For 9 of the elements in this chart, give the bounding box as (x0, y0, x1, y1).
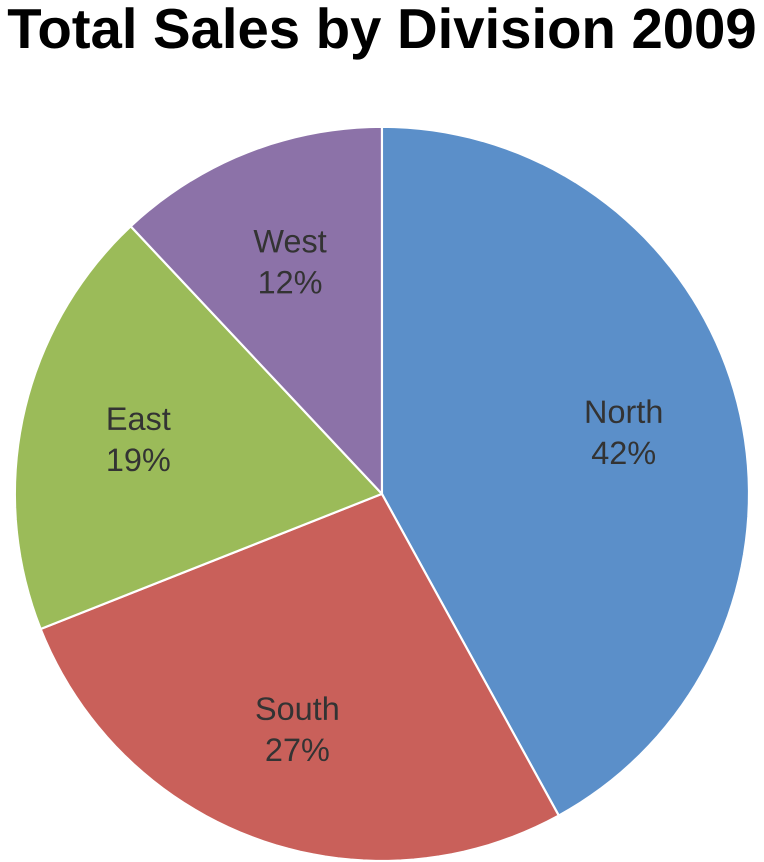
data-label: 42% (592, 441, 656, 464)
data-label: 19% (108, 448, 170, 472)
data-label: 12% (260, 270, 322, 294)
slice-label: South (256, 696, 338, 720)
data-label: 27% (266, 738, 329, 762)
slice-label: East (108, 408, 171, 430)
slice-label: North (586, 399, 662, 424)
slice-label: West (254, 230, 327, 253)
chart-title: Total Sales by Division 2009 (8, 7, 755, 60)
